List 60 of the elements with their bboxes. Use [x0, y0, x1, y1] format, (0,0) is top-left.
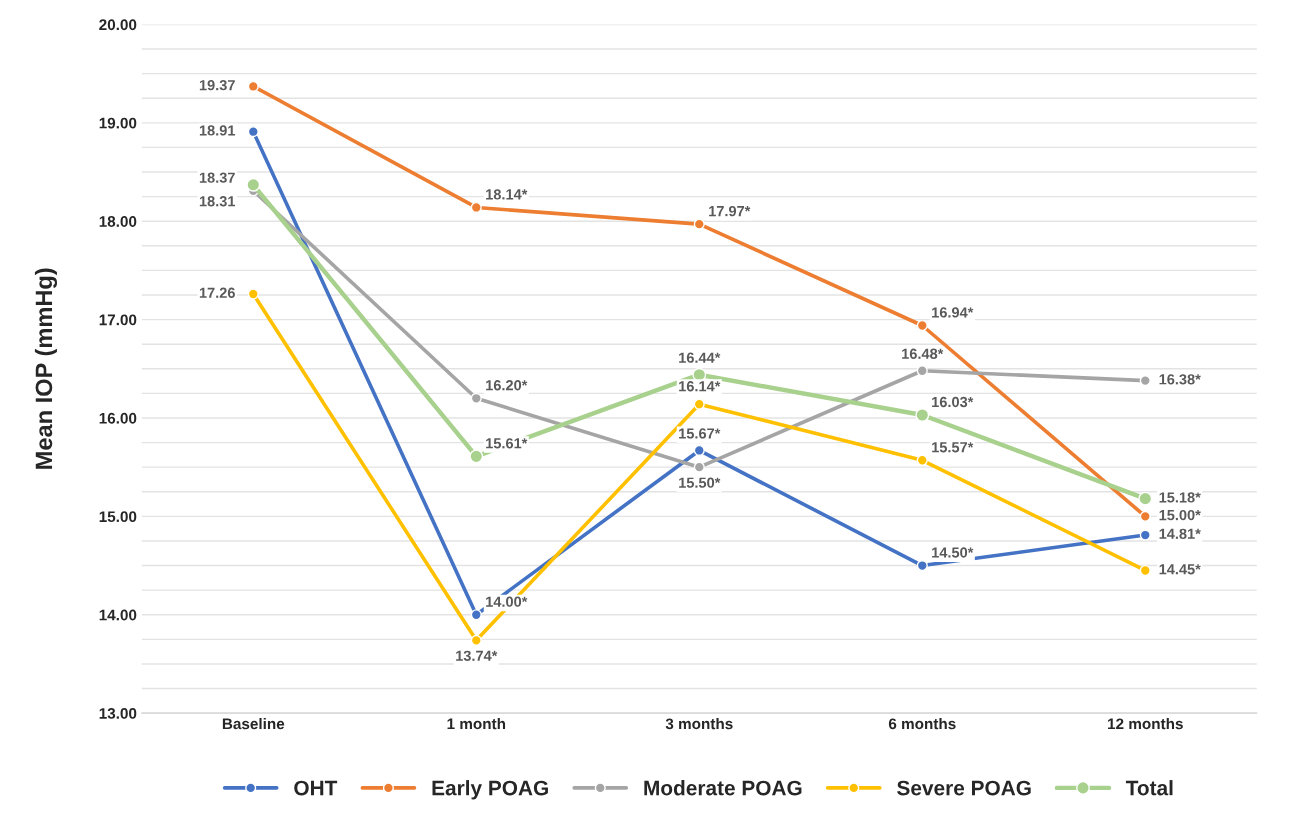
data-label: 18.37: [199, 172, 235, 183]
y-tick-label: 13.00: [99, 707, 137, 719]
point: [470, 201, 482, 213]
point: [915, 408, 930, 422]
y-axis-title: Mean IOP (mmHg): [34, 268, 58, 469]
y-tick-label: 19.00: [99, 117, 137, 129]
legend-label: Total: [1125, 780, 1173, 796]
y-tick-label: 15.00: [99, 511, 137, 523]
data-label: 13.74*: [456, 650, 498, 661]
x-tick-label: 12 months: [1108, 717, 1183, 730]
data-label: 15.00*: [1159, 509, 1201, 521]
data-label: 16.94*: [932, 307, 974, 318]
data-label: 16.44*: [679, 352, 721, 363]
data-label: 15.50*: [679, 477, 721, 488]
point: [693, 444, 705, 457]
data-label: 15.18*: [1159, 492, 1201, 503]
point: [470, 634, 482, 646]
point: [693, 398, 705, 410]
legend-label: Severe POAG: [897, 780, 1031, 796]
legend-label: Early POAG: [432, 780, 548, 800]
y-tick-label: 17.00: [99, 314, 137, 326]
y-tick-label: 20.00: [99, 19, 137, 31]
data-label: 17.26: [199, 287, 235, 298]
point: [246, 177, 261, 192]
data-label: 15.61*: [486, 438, 528, 449]
data-label: 18.31: [199, 196, 236, 207]
point: [1139, 529, 1151, 541]
data-label: 18.91: [199, 125, 236, 136]
point: [1139, 510, 1151, 522]
point: [916, 319, 928, 332]
y-tick-label: 16.00: [99, 412, 137, 424]
y-tick-label: 14.00: [99, 609, 137, 621]
point: [1139, 564, 1151, 577]
data-label: 14.45*: [1159, 564, 1201, 575]
point: [469, 449, 484, 464]
x-tick-label: 1 month: [447, 717, 506, 730]
x-tick-label: 6 months: [888, 717, 956, 730]
data-label: 16.38*: [1159, 374, 1201, 385]
point: [247, 288, 259, 300]
data-label: 14.50*: [932, 547, 974, 558]
point: [916, 454, 928, 466]
x-tick-label: Baseline: [222, 717, 285, 730]
data-label: 14.00*: [486, 596, 528, 607]
data-label: 17.97*: [709, 205, 751, 217]
point: [470, 392, 482, 404]
data-label: 15.57*: [932, 442, 974, 453]
data-label: 16.48*: [902, 348, 944, 359]
legend-label: Moderate POAG: [644, 780, 802, 796]
x-tick-label: 3 months: [665, 717, 733, 730]
data-label: 16.14*: [679, 381, 721, 392]
point: [693, 218, 705, 230]
legend-label: OHT: [294, 780, 338, 796]
data-label: 18.14*: [486, 189, 528, 200]
data-label: 15.67*: [679, 428, 721, 439]
y-tick-label: 18.00: [99, 216, 137, 227]
data-label: 16.03*: [932, 396, 974, 408]
data-label: 14.81*: [1159, 528, 1201, 539]
data-label: 16.20*: [486, 380, 528, 391]
data-label: 19.37: [199, 80, 235, 91]
point: [1138, 491, 1153, 506]
